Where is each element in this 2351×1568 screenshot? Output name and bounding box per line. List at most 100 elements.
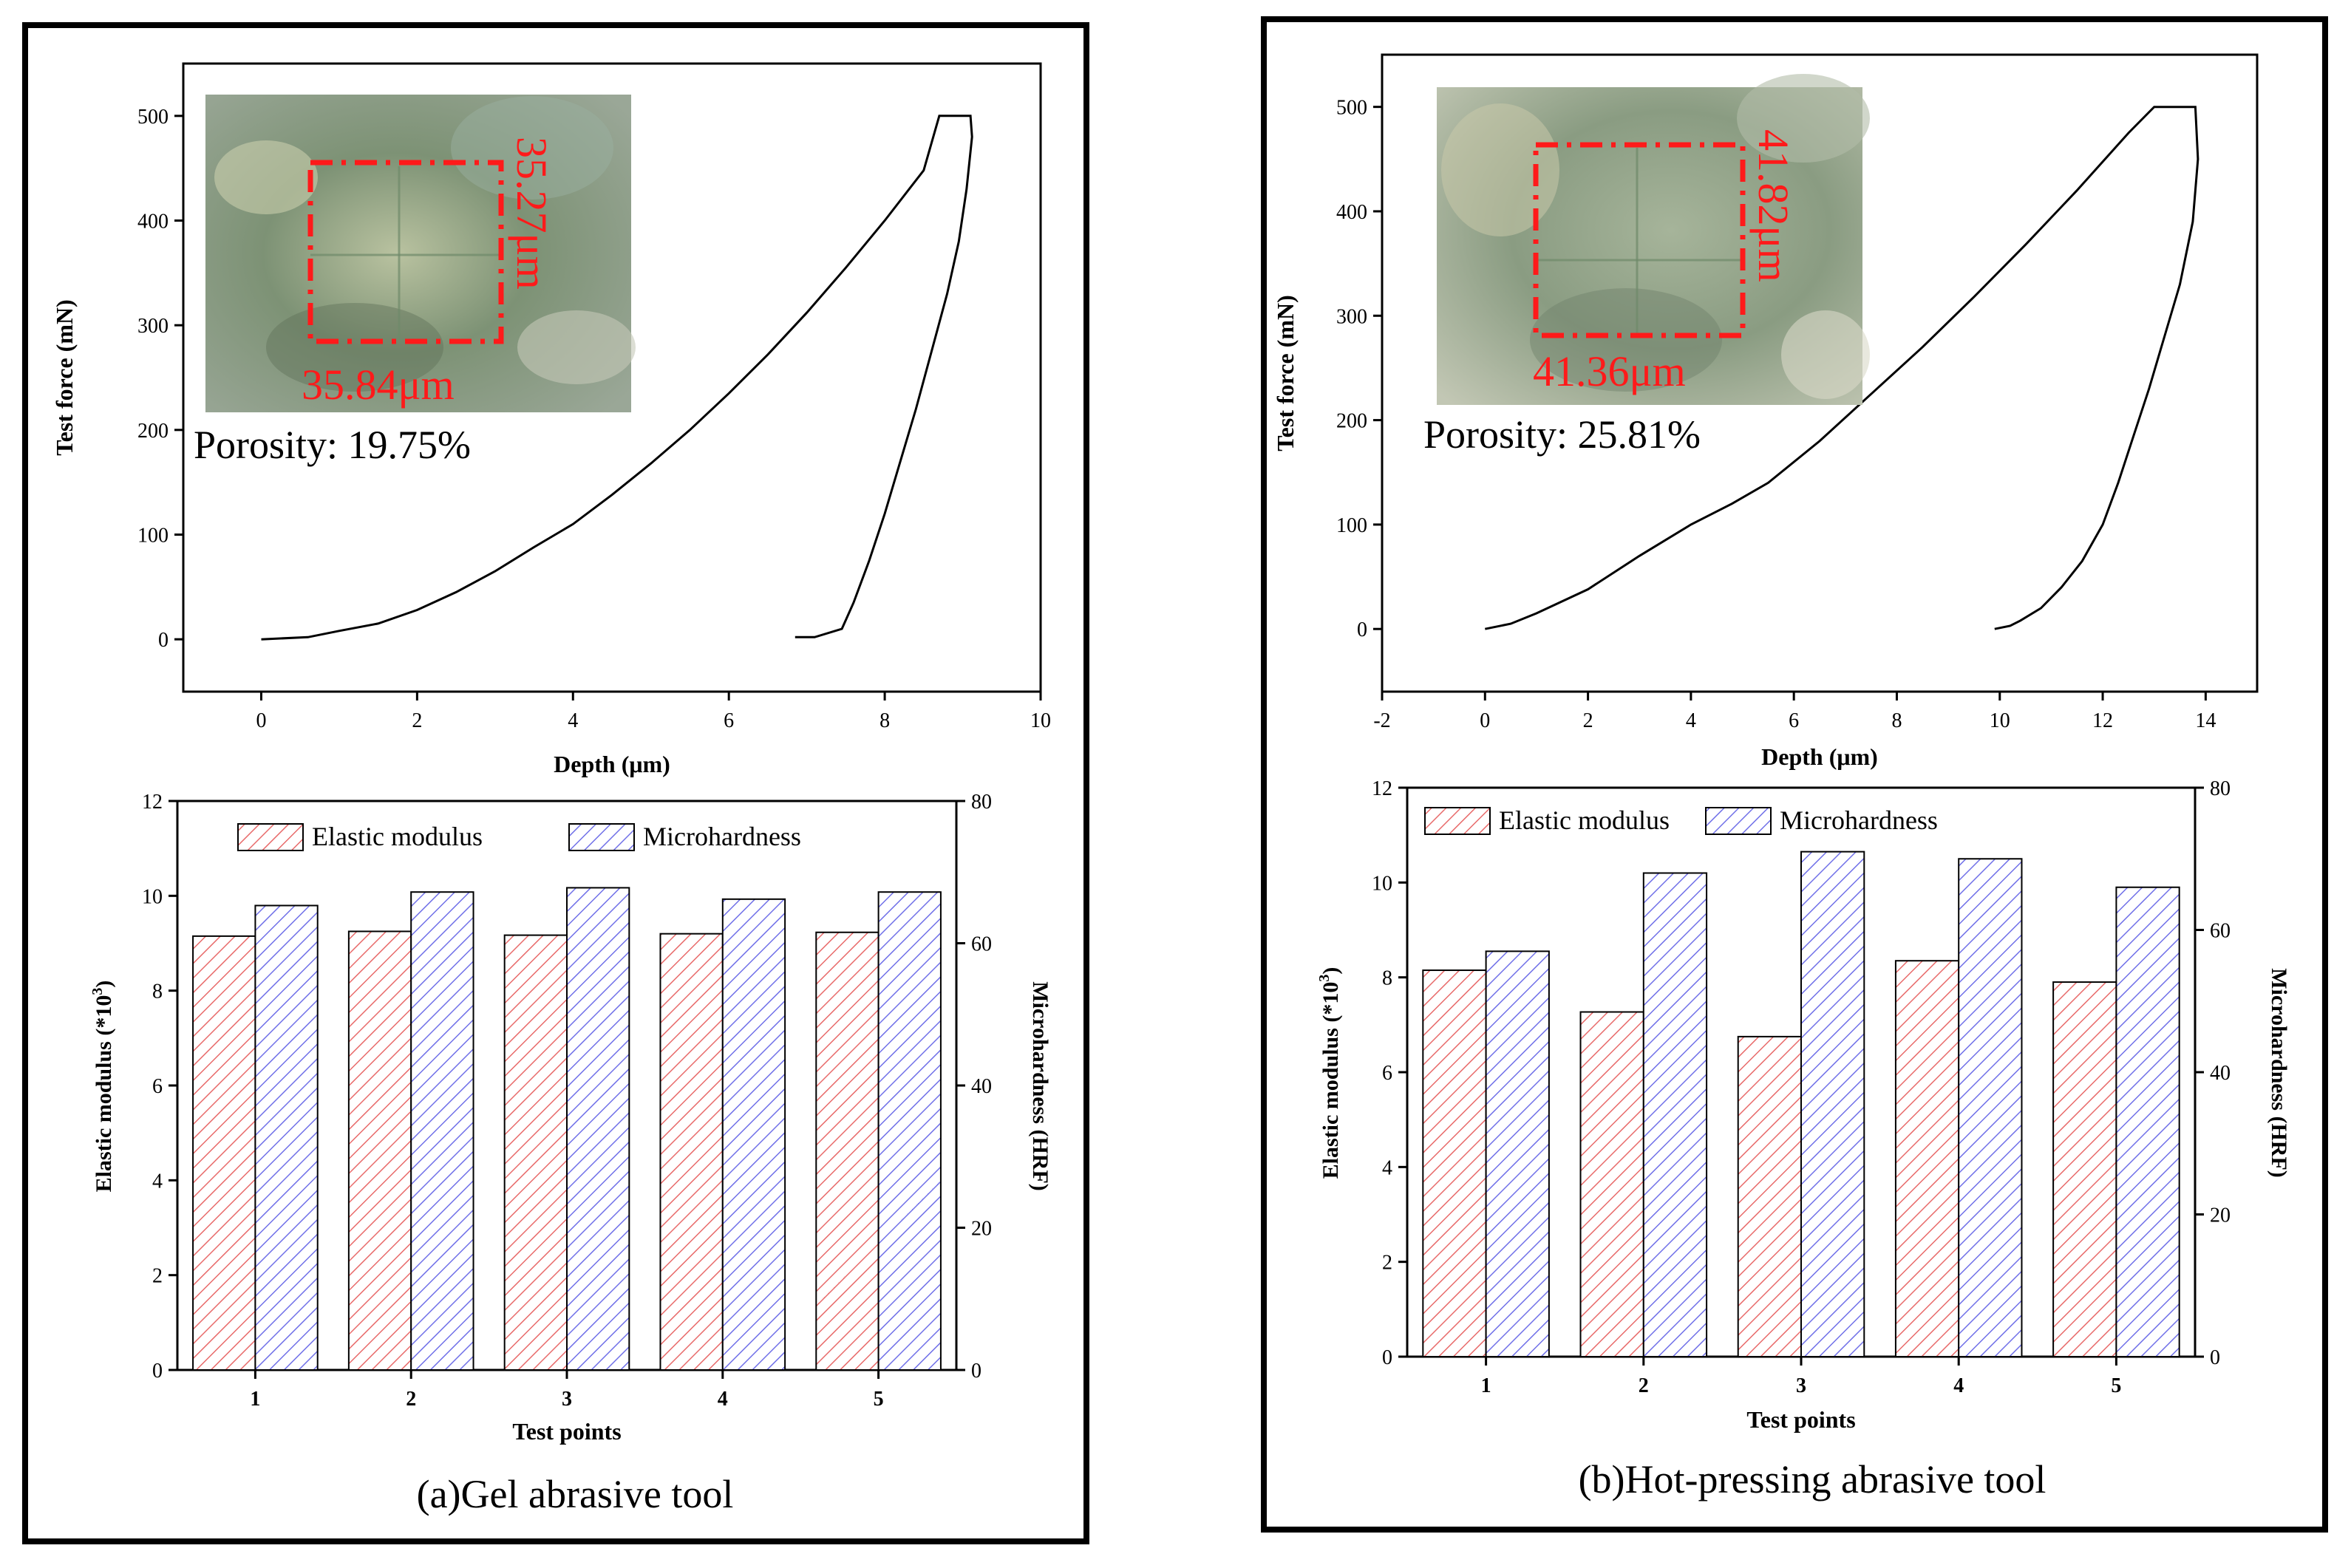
- y-tick-label: 8: [1382, 967, 1392, 990]
- bar-microhardness: [2115, 886, 2180, 1357]
- x-axis-ticks: 1 2 3 4 5: [250, 1370, 884, 1411]
- x-tick-label: 4: [718, 1388, 728, 1411]
- bar-microhardness: [1800, 851, 1865, 1357]
- x-axis-ticks: -2 0 2 4 6 8 10 12 14: [1373, 692, 2216, 732]
- x-tick-label: 3: [562, 1388, 572, 1411]
- x-tick-label: 2: [1639, 1374, 1649, 1397]
- legend: Elastic modulus Microhardness: [237, 822, 801, 851]
- porosity-label: Porosity: 19.75%: [194, 423, 471, 467]
- y-tick-label: 0: [1357, 618, 1367, 641]
- bar-elastic-modulus: [1737, 1035, 1802, 1357]
- bar-microhardness: [721, 898, 786, 1371]
- bars: [1422, 851, 2180, 1358]
- y-axis-label-left: Elastic modulus (*103): [1316, 967, 1343, 1179]
- y-tick-label: 100: [137, 525, 169, 548]
- x-tick-label: 2: [412, 709, 422, 732]
- y-tick-label: 0: [158, 629, 169, 652]
- bar-elastic-modulus: [659, 933, 724, 1371]
- x-axis-label: Depth (μm): [1761, 743, 1878, 770]
- bar-microhardness: [1485, 950, 1550, 1357]
- x-tick-label: 6: [1789, 709, 1799, 732]
- bar-microhardness: [566, 887, 630, 1371]
- y-tick-label: 10: [142, 885, 163, 908]
- y-axis-label-left: Elastic modulus (*103): [89, 981, 116, 1193]
- legend-label-elastic: Elastic modulus: [1499, 805, 1670, 835]
- left-axis-ticks: 0 2 4 6 8 10 12: [142, 791, 177, 1383]
- x-tick-label: 10: [1030, 709, 1051, 732]
- indentation-micrograph: 35.27μm 35.84μm: [205, 95, 636, 412]
- y-tick-label: 6: [152, 1075, 163, 1098]
- y-tick-label-right: 80: [971, 791, 992, 814]
- y-axis-ticks: 0 100 200 300 400 500: [137, 106, 183, 652]
- bar-elastic-modulus: [2052, 981, 2117, 1358]
- y-tick-label: 0: [152, 1360, 163, 1383]
- y-tick-label: 0: [1382, 1346, 1392, 1369]
- x-tick-label: 2: [1583, 709, 1593, 732]
- legend-swatch-micro: [1705, 807, 1772, 835]
- right-axis-ticks: 0 20 40 60 80: [2195, 777, 2231, 1369]
- inset-dim-vertical: 41.82μm: [1749, 129, 1797, 282]
- x-tick-label: 2: [406, 1388, 416, 1411]
- x-tick-label: 8: [880, 709, 890, 732]
- y-tick-label: 12: [1372, 777, 1392, 800]
- y-tick-label: 8: [152, 981, 163, 1003]
- force-depth-curve: [1485, 106, 2199, 630]
- force-depth-curve: [261, 115, 973, 641]
- inset-dim-horizontal: 35.84μm: [302, 361, 455, 409]
- y-tick-label: 6: [1382, 1062, 1392, 1085]
- y-axis-ticks: 0 100 200 300 400 500: [1336, 97, 1382, 641]
- y-tick-label: 500: [137, 106, 169, 129]
- panel-caption: (b)Hot-pressing abrasive tool: [1579, 1457, 2047, 1501]
- y-tick-label-right: 80: [2210, 777, 2231, 800]
- bar-microhardness: [1958, 858, 2023, 1357]
- legend-swatch-elastic: [1424, 807, 1491, 835]
- bar-elastic-modulus: [815, 931, 880, 1371]
- x-axis-label: Depth (μm): [554, 751, 670, 777]
- x-tick-label: 4: [568, 709, 578, 732]
- y-tick-label-right: 0: [971, 1360, 981, 1383]
- y-axis-label: Test force (mN): [51, 299, 78, 455]
- bar-microhardness: [254, 904, 319, 1371]
- indentation-box: [1533, 142, 1746, 338]
- x-tick-label: 12: [2092, 709, 2113, 732]
- plot-frame: [182, 62, 1042, 693]
- y-tick-label: 12: [142, 791, 163, 814]
- y-tick-label: 300: [1336, 305, 1367, 328]
- y-tick-label: 2: [1382, 1252, 1392, 1275]
- indentation-micrograph: 41.82μm 41.36μm: [1437, 74, 1870, 405]
- bar-elastic-modulus: [503, 934, 568, 1371]
- y-tick-label-right: 60: [971, 933, 992, 956]
- x-tick-label: 4: [1953, 1374, 1964, 1397]
- y-tick-label: 4: [152, 1170, 163, 1193]
- y-tick-label: 200: [1336, 410, 1367, 433]
- left-axis-ticks: 0 2 4 6 8 10 12: [1372, 777, 1407, 1369]
- x-axis-label: Test points: [1746, 1406, 1855, 1433]
- x-tick-label: 3: [1796, 1374, 1806, 1397]
- x-tick-label: 5: [2111, 1374, 2121, 1397]
- y-tick-label: 500: [1336, 97, 1367, 120]
- x-tick-label: 4: [1686, 709, 1696, 732]
- y-tick-label: 300: [137, 315, 169, 338]
- y-tick-label-right: 60: [2210, 920, 2231, 943]
- y-tick-label: 2: [152, 1265, 163, 1288]
- plot-frame: [1381, 53, 2259, 693]
- y-axis-label: Test force (mN): [1272, 295, 1299, 451]
- y-axis-label-right: Microhardness (HRF): [2267, 968, 2291, 1178]
- x-tick-label: 1: [1481, 1374, 1491, 1397]
- y-tick-label: 400: [1336, 201, 1367, 224]
- legend-swatch-elastic: [237, 823, 304, 851]
- bar-elastic-modulus: [192, 935, 256, 1371]
- y-tick-label-right: 40: [971, 1075, 992, 1098]
- x-axis-label: Test points: [512, 1418, 621, 1445]
- panel-a-frame: [22, 22, 1089, 1544]
- x-axis-ticks: 1 2 3 4 5: [1481, 1357, 2121, 1397]
- x-axis-ticks: 0 2 4 6 8 10: [256, 692, 1051, 732]
- y-tick-label: 4: [1382, 1156, 1392, 1179]
- inset-dim-horizontal: 41.36μm: [1533, 347, 1686, 395]
- y-tick-label: 100: [1336, 514, 1367, 537]
- bar-elastic-modulus: [1422, 969, 1487, 1357]
- legend-label-micro: Microhardness: [643, 822, 801, 851]
- legend: Elastic modulus Microhardness: [1424, 805, 1938, 835]
